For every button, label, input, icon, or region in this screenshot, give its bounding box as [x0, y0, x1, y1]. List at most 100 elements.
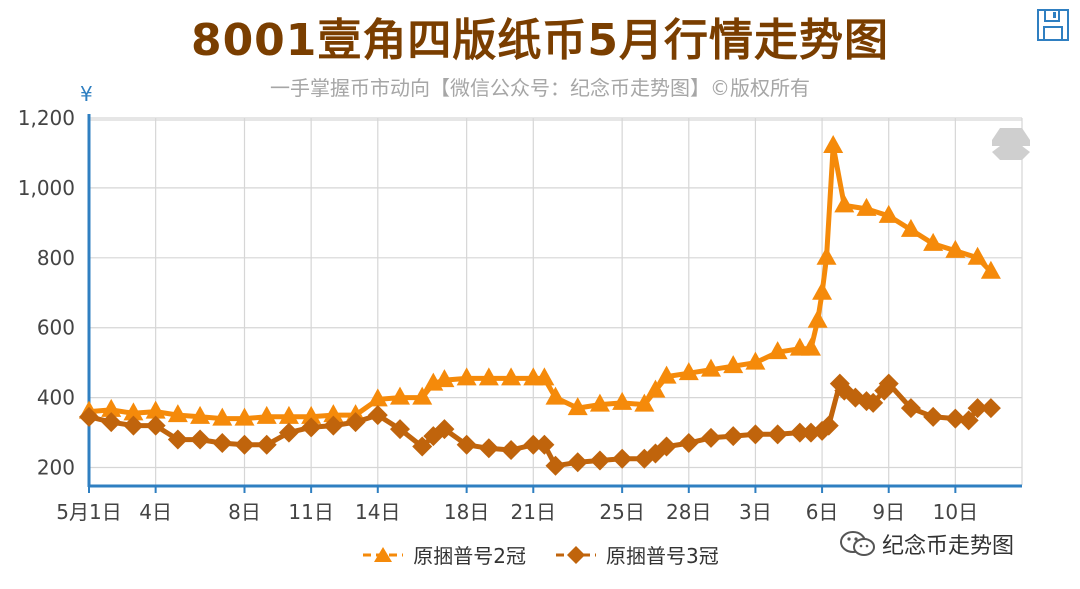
data-point-series-2: [212, 433, 233, 454]
data-point-series-1: [823, 134, 844, 153]
data-point-series-2: [534, 434, 555, 455]
y-tick-label: 1,200: [18, 106, 75, 130]
x-tick-label: 3日: [739, 500, 772, 524]
data-point-series-2: [723, 426, 744, 447]
data-point-series-1: [190, 405, 211, 424]
data-point-series-1: [678, 362, 699, 381]
save-button[interactable]: [1036, 8, 1070, 42]
data-point-series-1: [980, 260, 1001, 279]
chart-legend: 原捆普号2冠 原捆普号3冠: [0, 540, 1080, 569]
data-point-series-2: [612, 448, 633, 469]
zoom-handle-icon[interactable]: [992, 128, 1030, 160]
data-point-series-2: [967, 398, 988, 419]
data-point-series-2: [456, 434, 477, 455]
data-point-series-2: [789, 422, 810, 443]
chart-subtitle: 一手掌握币市动向【微信公众号：纪念币走势图】©版权所有: [270, 76, 810, 100]
data-point-series-1: [834, 194, 855, 213]
data-point-series-2: [190, 429, 211, 450]
data-point-series-2: [501, 440, 522, 461]
watermark-text: 纪念币走势图: [882, 534, 1015, 559]
data-point-series-1: [723, 355, 744, 374]
data-point-series-2: [234, 434, 255, 455]
data-point-series-1: [634, 393, 655, 412]
x-tick-label: 5月1日: [56, 500, 121, 524]
data-point-series-1: [367, 388, 388, 407]
data-point-series-2: [767, 424, 788, 445]
x-tick-label: 21日: [511, 500, 556, 524]
y-tick-label: 400: [37, 386, 75, 410]
data-point-series-2: [345, 412, 366, 433]
data-point-series-1: [456, 367, 477, 386]
x-tick-label: 10日: [933, 500, 978, 524]
data-point-series-1: [412, 386, 433, 405]
data-point-series-1: [278, 405, 299, 424]
y-tick-label: 200: [37, 456, 75, 480]
data-point-series-1: [545, 386, 566, 405]
data-point-series-1: [390, 386, 410, 405]
data-point-series-2: [367, 405, 388, 426]
data-point-series-2: [958, 410, 979, 431]
x-tick-label: 8日: [228, 500, 261, 524]
x-tick-label: 9日: [872, 500, 905, 524]
data-point-series-1: [167, 404, 188, 423]
data-point-series-1: [656, 365, 677, 384]
data-point-series-2: [545, 455, 566, 476]
data-point-series-2: [878, 373, 899, 394]
legend-label-series-1: 原捆普号2冠: [413, 544, 526, 568]
x-tick-label: 4日: [139, 500, 172, 524]
data-point-series-1: [900, 218, 921, 237]
data-point-series-1: [645, 379, 666, 398]
data-point-series-2: [701, 427, 721, 448]
data-point-series-1: [478, 367, 499, 386]
data-point-series-2: [145, 415, 166, 436]
data-point-series-1: [967, 246, 988, 265]
diamond-marker-icon: [556, 545, 596, 564]
data-point-series-1: [701, 358, 721, 377]
data-point-series-2: [123, 415, 144, 436]
chart-title: 8001壹角四版纸币5月行情走势图: [190, 15, 890, 66]
watermark: 纪念币走势图: [840, 528, 1014, 560]
data-point-series-2: [167, 429, 188, 450]
data-point-series-2: [390, 419, 410, 440]
legend-label-series-2: 原捆普号3冠: [606, 544, 719, 568]
data-point-series-1: [856, 197, 877, 216]
data-point-series-1: [812, 281, 833, 300]
y-tick-label: 1,000: [18, 176, 75, 200]
data-point-series-2: [256, 434, 277, 455]
y-axis-unit: ¥: [80, 82, 93, 106]
data-point-series-1: [434, 369, 455, 388]
x-tick-label: 28日: [666, 500, 711, 524]
data-point-series-1: [234, 407, 255, 426]
x-tick-label: 14日: [355, 500, 400, 524]
data-point-series-2: [478, 438, 499, 459]
data-point-series-2: [656, 436, 677, 457]
data-point-series-2: [434, 419, 455, 440]
data-point-series-2: [567, 452, 588, 473]
data-point-series-1: [807, 309, 828, 328]
data-point-series-1: [612, 391, 633, 410]
save-icon: [1037, 9, 1069, 41]
y-tick-label: 600: [37, 316, 75, 340]
data-point-series-1: [101, 398, 122, 417]
x-tick-label: 25日: [599, 500, 644, 524]
data-point-series-2: [678, 433, 699, 454]
data-point-series-2: [523, 434, 544, 455]
data-point-series-1: [256, 405, 277, 424]
data-point-series-1: [945, 239, 966, 258]
data-point-series-2: [101, 412, 122, 433]
data-point-series-2: [818, 415, 839, 436]
data-point-series-1: [123, 402, 144, 421]
wechat-icon: [840, 531, 875, 556]
legend-item-series-2[interactable]: 原捆普号3冠: [554, 540, 719, 569]
data-point-series-2: [923, 406, 944, 427]
x-tick-label: 11日: [288, 500, 333, 524]
data-point-series-2: [589, 450, 610, 471]
data-point-series-1: [301, 405, 322, 424]
data-point-series-2: [900, 398, 921, 419]
data-point-series-2: [79, 406, 99, 427]
data-point-series-1: [501, 367, 522, 386]
data-point-series-1: [767, 341, 788, 360]
data-point-series-2: [301, 417, 322, 438]
data-point-series-2: [863, 392, 884, 413]
legend-item-series-1[interactable]: 原捆普号2冠: [361, 540, 526, 569]
